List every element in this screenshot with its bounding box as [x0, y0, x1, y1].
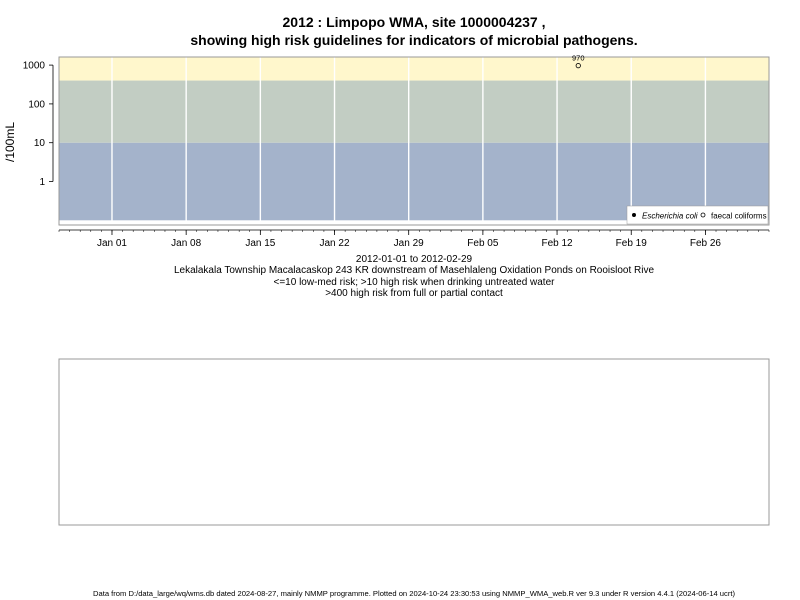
data-points: 970	[572, 54, 585, 69]
x-tick-label-2: Jan 15	[245, 238, 275, 249]
risk-band-1	[59, 80, 769, 143]
legend-marker-faecal	[700, 212, 706, 218]
footer-note: Data from D:/data_large/wq/wms.db dated …	[93, 589, 736, 598]
x-tick-label-3: Jan 22	[320, 238, 350, 249]
risk-bands	[59, 57, 769, 221]
y-axis: 1 10 100 1000	[23, 61, 54, 188]
legend: Escherichia coli faecal coliforms	[626, 205, 769, 225]
grid-lines	[111, 57, 707, 225]
caption-low-risk: <=10 low-med risk; >10 high risk when dr…	[274, 277, 556, 288]
x-tick-label-1: Jan 08	[171, 238, 201, 249]
y-tick-label-0: 1	[39, 177, 45, 188]
legend-marker-ecoli	[632, 213, 636, 217]
data-label-s1-0: 970	[572, 54, 585, 63]
data-point-s1-0	[575, 63, 581, 69]
risk-band-2	[59, 57, 769, 81]
chart-subtitle: showing high risk guidelines for indicat…	[190, 32, 637, 48]
y-axis-label: /100mL	[3, 122, 17, 162]
x-tick-label-4: Jan 29	[394, 238, 424, 249]
legend-label-faecal: faecal coliforms	[711, 212, 767, 221]
caption-date-range: 2012-01-01 to 2012-02-29	[356, 254, 473, 265]
legend-label-ecoli: Escherichia coli	[642, 212, 698, 221]
x-tick-label-8: Feb 26	[690, 238, 722, 249]
x-tick-label-5: Feb 05	[467, 238, 499, 249]
x-axis: Jan 01 Jan 08 Jan 15 Jan 22 Jan 29 Feb 05 Feb …	[58, 229, 770, 249]
caption-site: Lekalakala Township Macalacaskop 243 KR …	[174, 265, 655, 276]
x-tick-label-6: Feb 12	[541, 238, 573, 249]
y-tick-label-1: 10	[34, 138, 46, 149]
chart-title: 2012 : Limpopo WMA, site 1000004237 ,	[283, 14, 546, 30]
y-tick-label-2: 100	[28, 99, 45, 110]
legend-box	[626, 205, 769, 225]
y-tick-label-3: 1000	[23, 61, 46, 72]
caption-high-risk: >400 high risk from full or partial cont…	[325, 288, 503, 299]
empty-panel	[58, 358, 770, 526]
plot-frame	[58, 56, 770, 226]
x-tick-label-7: Feb 19	[616, 238, 648, 249]
x-tick-label-0: Jan 01	[97, 238, 127, 249]
